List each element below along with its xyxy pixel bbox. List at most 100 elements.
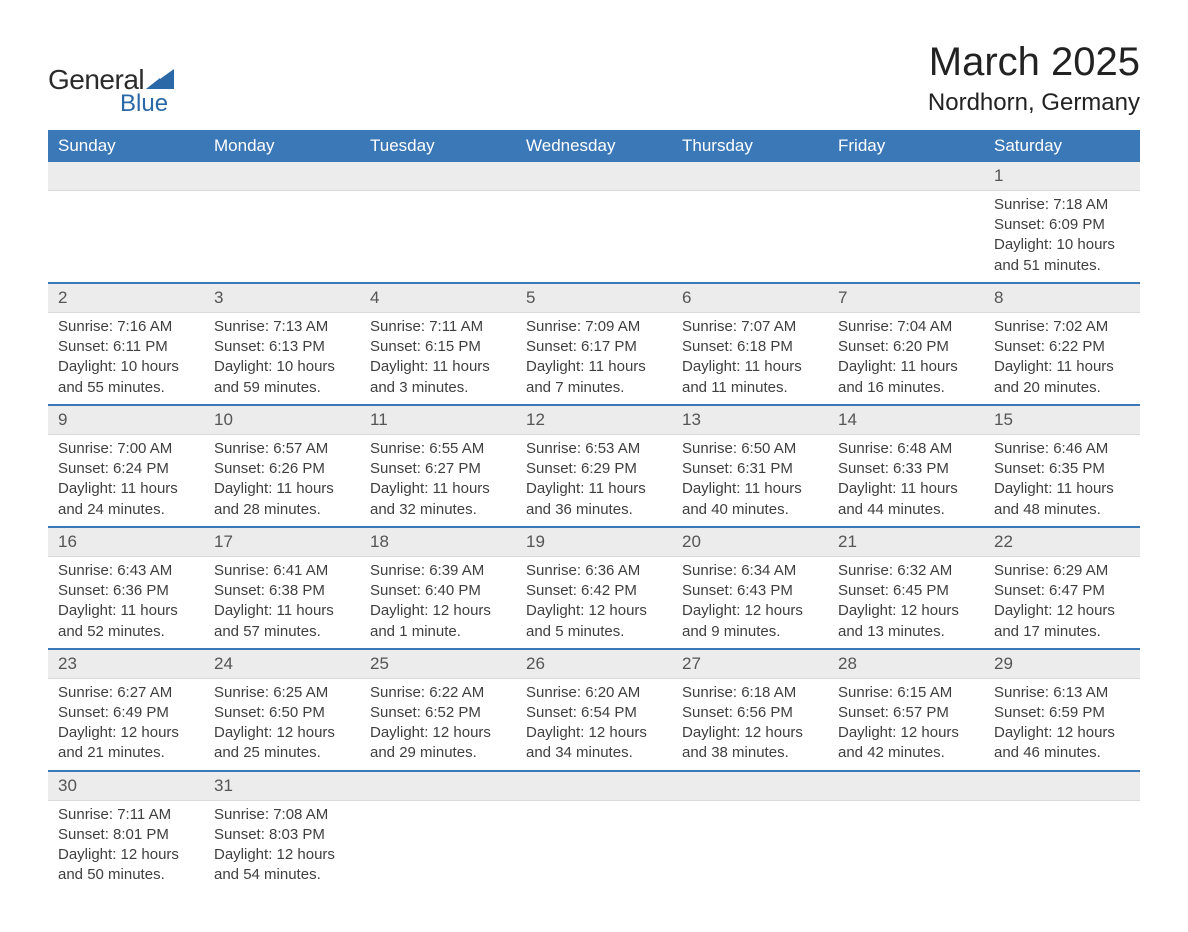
sunset-line: Sunset: 8:03 PM	[214, 825, 350, 845]
calendar-cell: 15Sunrise: 6:46 AMSunset: 6:35 PMDayligh…	[984, 405, 1140, 527]
calendar-cell: 20Sunrise: 6:34 AMSunset: 6:43 PMDayligh…	[672, 527, 828, 649]
calendar-cell: 13Sunrise: 6:50 AMSunset: 6:31 PMDayligh…	[672, 405, 828, 527]
day-content	[828, 191, 984, 282]
sunset-line: Sunset: 6:18 PM	[682, 337, 818, 357]
day-content	[828, 801, 984, 892]
sunrise-line: Sunrise: 6:32 AM	[838, 561, 974, 581]
day-content: Sunrise: 6:25 AMSunset: 6:50 PMDaylight:…	[204, 679, 360, 770]
daylight-line: Daylight: 12 hours and 9 minutes.	[682, 601, 818, 642]
day-number: 10	[204, 406, 360, 434]
daylight-line: Daylight: 11 hours and 52 minutes.	[58, 601, 194, 642]
daylight-line: Daylight: 12 hours and 34 minutes.	[526, 723, 662, 764]
day-content: Sunrise: 6:48 AMSunset: 6:33 PMDaylight:…	[828, 435, 984, 526]
calendar-cell: 12Sunrise: 6:53 AMSunset: 6:29 PMDayligh…	[516, 405, 672, 527]
daylight-line: Daylight: 12 hours and 29 minutes.	[370, 723, 506, 764]
sunrise-line: Sunrise: 6:18 AM	[682, 683, 818, 703]
day-number: 11	[360, 406, 516, 434]
calendar-cell: 1Sunrise: 7:18 AMSunset: 6:09 PMDaylight…	[984, 162, 1140, 283]
sunrise-line: Sunrise: 6:55 AM	[370, 439, 506, 459]
logo: General Blue	[48, 64, 174, 118]
day-number	[48, 162, 204, 190]
day-content: Sunrise: 7:11 AMSunset: 8:01 PMDaylight:…	[48, 801, 204, 892]
sunrise-line: Sunrise: 6:29 AM	[994, 561, 1130, 581]
daylight-line: Daylight: 12 hours and 5 minutes.	[526, 601, 662, 642]
weekday-header-row: SundayMondayTuesdayWednesdayThursdayFrid…	[48, 130, 1140, 162]
sunrise-line: Sunrise: 6:13 AM	[994, 683, 1130, 703]
sunset-line: Sunset: 6:45 PM	[838, 581, 974, 601]
day-content: Sunrise: 6:15 AMSunset: 6:57 PMDaylight:…	[828, 679, 984, 770]
weekday-header: Thursday	[672, 130, 828, 162]
day-number: 22	[984, 528, 1140, 556]
day-number: 31	[204, 772, 360, 800]
sunrise-line: Sunrise: 6:50 AM	[682, 439, 818, 459]
calendar-cell	[204, 162, 360, 283]
day-content: Sunrise: 7:00 AMSunset: 6:24 PMDaylight:…	[48, 435, 204, 526]
calendar-cell	[828, 771, 984, 892]
daylight-line: Daylight: 11 hours and 11 minutes.	[682, 357, 818, 398]
daylight-line: Daylight: 11 hours and 36 minutes.	[526, 479, 662, 520]
day-number: 18	[360, 528, 516, 556]
daylight-line: Daylight: 12 hours and 38 minutes.	[682, 723, 818, 764]
daylight-line: Daylight: 11 hours and 28 minutes.	[214, 479, 350, 520]
calendar-cell	[828, 162, 984, 283]
weekday-header: Saturday	[984, 130, 1140, 162]
weekday-header: Wednesday	[516, 130, 672, 162]
day-content: Sunrise: 7:07 AMSunset: 6:18 PMDaylight:…	[672, 313, 828, 404]
calendar-cell: 17Sunrise: 6:41 AMSunset: 6:38 PMDayligh…	[204, 527, 360, 649]
sunrise-line: Sunrise: 6:39 AM	[370, 561, 506, 581]
calendar-week: 9Sunrise: 7:00 AMSunset: 6:24 PMDaylight…	[48, 405, 1140, 527]
sunset-line: Sunset: 6:26 PM	[214, 459, 350, 479]
day-content: Sunrise: 7:13 AMSunset: 6:13 PMDaylight:…	[204, 313, 360, 404]
sunrise-line: Sunrise: 6:57 AM	[214, 439, 350, 459]
day-content	[672, 801, 828, 892]
day-number	[828, 772, 984, 800]
day-number: 13	[672, 406, 828, 434]
day-number	[204, 162, 360, 190]
day-content: Sunrise: 7:18 AMSunset: 6:09 PMDaylight:…	[984, 191, 1140, 282]
day-content: Sunrise: 6:41 AMSunset: 6:38 PMDaylight:…	[204, 557, 360, 648]
calendar-cell: 26Sunrise: 6:20 AMSunset: 6:54 PMDayligh…	[516, 649, 672, 771]
calendar-cell: 30Sunrise: 7:11 AMSunset: 8:01 PMDayligh…	[48, 771, 204, 892]
sunrise-line: Sunrise: 7:09 AM	[526, 317, 662, 337]
day-number: 12	[516, 406, 672, 434]
calendar-cell: 9Sunrise: 7:00 AMSunset: 6:24 PMDaylight…	[48, 405, 204, 527]
day-number: 4	[360, 284, 516, 312]
calendar-cell: 22Sunrise: 6:29 AMSunset: 6:47 PMDayligh…	[984, 527, 1140, 649]
sunrise-line: Sunrise: 7:04 AM	[838, 317, 974, 337]
day-number: 1	[984, 162, 1140, 190]
sunrise-line: Sunrise: 7:18 AM	[994, 195, 1130, 215]
sunrise-line: Sunrise: 6:27 AM	[58, 683, 194, 703]
title-block: March 2025 Nordhorn, Germany	[928, 40, 1140, 117]
sunset-line: Sunset: 6:24 PM	[58, 459, 194, 479]
day-number: 6	[672, 284, 828, 312]
calendar-cell: 31Sunrise: 7:08 AMSunset: 8:03 PMDayligh…	[204, 771, 360, 892]
calendar-cell: 2Sunrise: 7:16 AMSunset: 6:11 PMDaylight…	[48, 283, 204, 405]
sunrise-line: Sunrise: 6:43 AM	[58, 561, 194, 581]
day-content: Sunrise: 6:57 AMSunset: 6:26 PMDaylight:…	[204, 435, 360, 526]
calendar-cell	[516, 162, 672, 283]
day-content: Sunrise: 6:50 AMSunset: 6:31 PMDaylight:…	[672, 435, 828, 526]
sunrise-line: Sunrise: 7:11 AM	[370, 317, 506, 337]
day-content: Sunrise: 6:18 AMSunset: 6:56 PMDaylight:…	[672, 679, 828, 770]
sunrise-line: Sunrise: 6:34 AM	[682, 561, 818, 581]
sunrise-line: Sunrise: 6:36 AM	[526, 561, 662, 581]
day-number: 24	[204, 650, 360, 678]
day-number: 21	[828, 528, 984, 556]
day-number: 8	[984, 284, 1140, 312]
day-number: 5	[516, 284, 672, 312]
day-content: Sunrise: 7:04 AMSunset: 6:20 PMDaylight:…	[828, 313, 984, 404]
weekday-header: Monday	[204, 130, 360, 162]
calendar-cell	[48, 162, 204, 283]
day-content	[984, 801, 1140, 892]
day-number: 19	[516, 528, 672, 556]
day-number: 25	[360, 650, 516, 678]
daylight-line: Daylight: 11 hours and 40 minutes.	[682, 479, 818, 520]
day-content: Sunrise: 6:39 AMSunset: 6:40 PMDaylight:…	[360, 557, 516, 648]
daylight-line: Daylight: 11 hours and 57 minutes.	[214, 601, 350, 642]
day-content: Sunrise: 6:29 AMSunset: 6:47 PMDaylight:…	[984, 557, 1140, 648]
daylight-line: Daylight: 12 hours and 25 minutes.	[214, 723, 350, 764]
daylight-line: Daylight: 12 hours and 50 minutes.	[58, 845, 194, 886]
day-content: Sunrise: 6:36 AMSunset: 6:42 PMDaylight:…	[516, 557, 672, 648]
calendar-cell: 23Sunrise: 6:27 AMSunset: 6:49 PMDayligh…	[48, 649, 204, 771]
day-number: 26	[516, 650, 672, 678]
